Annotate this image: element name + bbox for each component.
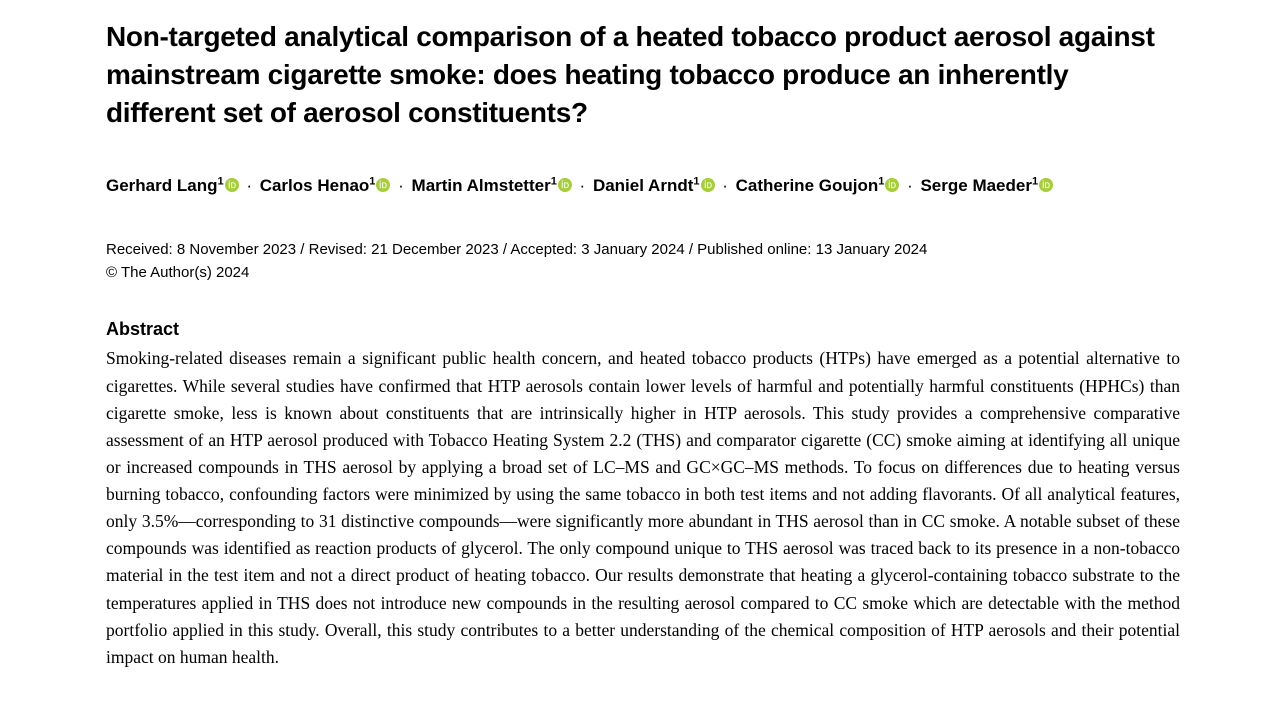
author: Carlos Henao1 bbox=[260, 176, 391, 195]
author-separator: · bbox=[718, 176, 733, 195]
author-affiliation: 1 bbox=[1032, 176, 1038, 188]
author: Catherine Goujon1 bbox=[736, 176, 900, 195]
author-affiliation: 1 bbox=[693, 176, 699, 188]
author-name: Carlos Henao bbox=[260, 176, 370, 195]
author-separator: · bbox=[575, 176, 590, 195]
article-title: Non-targeted analytical comparison of a … bbox=[106, 18, 1180, 131]
author-affiliation: 1 bbox=[878, 176, 884, 188]
author-separator: · bbox=[242, 176, 257, 195]
author-affiliation: 1 bbox=[369, 176, 375, 188]
author-name: Martin Almstetter bbox=[412, 176, 551, 195]
author: Martin Almstetter1 bbox=[412, 176, 572, 195]
orcid-icon[interactable] bbox=[558, 178, 572, 192]
author-list: Gerhard Lang1 · Carlos Henao1 · Martin A… bbox=[106, 173, 1180, 199]
orcid-icon[interactable] bbox=[225, 178, 239, 192]
author-name: Gerhard Lang bbox=[106, 176, 217, 195]
orcid-icon[interactable] bbox=[885, 178, 899, 192]
orcid-icon[interactable] bbox=[701, 178, 715, 192]
author-name: Catherine Goujon bbox=[736, 176, 879, 195]
abstract-body: Smoking-related diseases remain a signif… bbox=[106, 345, 1180, 671]
author-affiliation: 1 bbox=[217, 176, 223, 188]
author-name: Serge Maeder bbox=[920, 176, 1032, 195]
abstract-heading: Abstract bbox=[106, 319, 1180, 340]
author-affiliation: 1 bbox=[551, 176, 557, 188]
author: Gerhard Lang1 bbox=[106, 176, 239, 195]
orcid-icon[interactable] bbox=[376, 178, 390, 192]
author: Daniel Arndt1 bbox=[593, 176, 715, 195]
orcid-icon[interactable] bbox=[1039, 178, 1053, 192]
copyright-line: © The Author(s) 2024 bbox=[106, 264, 1180, 281]
author-separator: · bbox=[393, 176, 408, 195]
author: Serge Maeder1 bbox=[920, 176, 1053, 195]
author-name: Daniel Arndt bbox=[593, 176, 693, 195]
publication-dates: Received: 8 November 2023 / Revised: 21 … bbox=[106, 239, 1180, 262]
author-separator: · bbox=[902, 176, 917, 195]
